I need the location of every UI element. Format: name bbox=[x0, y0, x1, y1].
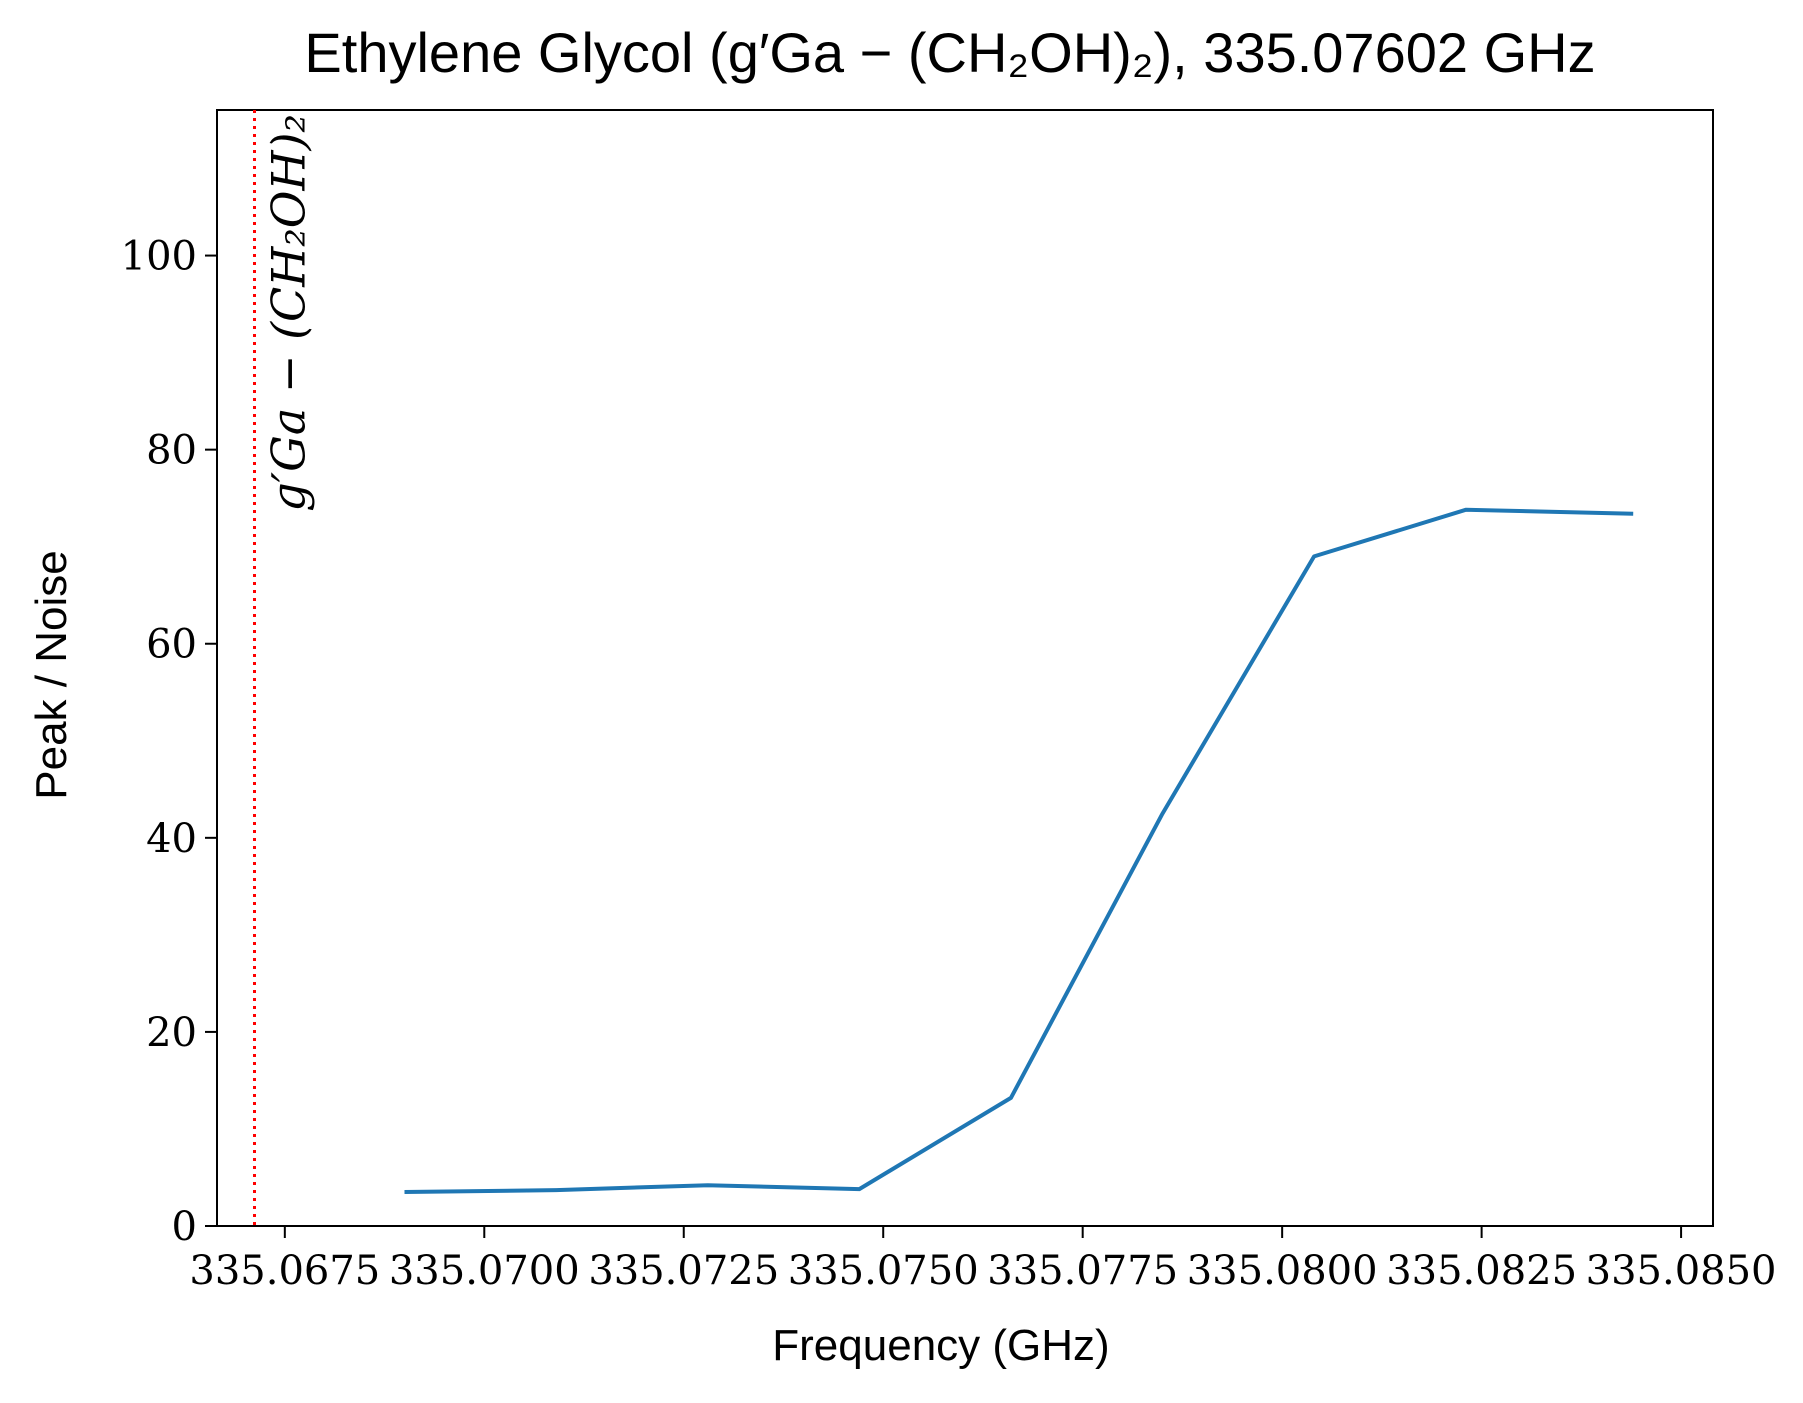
x-axis-label: Frequency (GHz) bbox=[772, 1321, 1109, 1370]
x-tick-label: 335.0700 bbox=[389, 1248, 580, 1294]
x-tick-label: 335.0850 bbox=[1586, 1248, 1777, 1294]
plot-frame bbox=[216, 109, 1714, 1227]
y-axis-label: Peak / Noise bbox=[27, 550, 76, 799]
reference-line-label: g′Ga − (CH₂OH)₂ bbox=[261, 114, 315, 512]
y-tick-label: 40 bbox=[146, 816, 197, 862]
y-tick-label: 80 bbox=[146, 428, 197, 474]
x-tick-label: 335.0675 bbox=[189, 1248, 380, 1294]
x-tick-label: 335.0750 bbox=[788, 1248, 979, 1294]
y-tick-label: 0 bbox=[172, 1204, 197, 1250]
y-tick-label: 20 bbox=[146, 1010, 197, 1056]
x-tick-label: 335.0825 bbox=[1386, 1248, 1577, 1294]
x-tick-label: 335.0800 bbox=[1187, 1248, 1378, 1294]
plot-area: 335.0675 335.0700 335.0725 335.0750 335.0775… bbox=[121, 109, 1777, 1294]
y-tick-label: 60 bbox=[146, 622, 197, 668]
y-tick-label: 100 bbox=[121, 234, 197, 280]
x-tick-label: 335.0725 bbox=[588, 1248, 779, 1294]
x-tick-label: 335.0775 bbox=[987, 1248, 1178, 1294]
chart-title: Ethylene Glycol (g′Ga − (CH₂OH)₂), 335.0… bbox=[304, 21, 1595, 84]
